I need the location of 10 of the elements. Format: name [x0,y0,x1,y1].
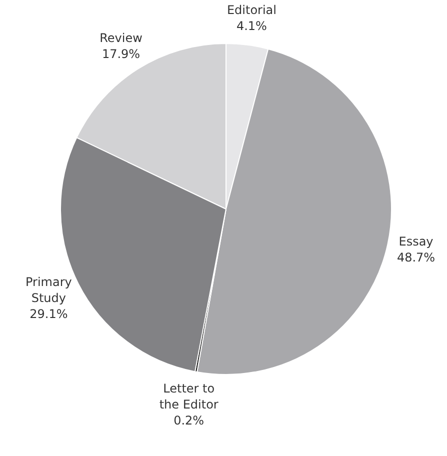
data-label: 48.7% [396,250,436,264]
slice-label: Essay [398,234,434,248]
slice-label: Primary Study [26,275,72,306]
slice-label: Editorial [226,3,276,18]
slice-label: Review [100,31,143,46]
data-label: 0.2% [174,413,204,428]
data-label: 29.1% [30,307,68,322]
data-label: 4.1% [236,19,267,34]
data-label: 17.9% [102,47,140,62]
slice-label: Letter to the Editor [159,381,218,412]
